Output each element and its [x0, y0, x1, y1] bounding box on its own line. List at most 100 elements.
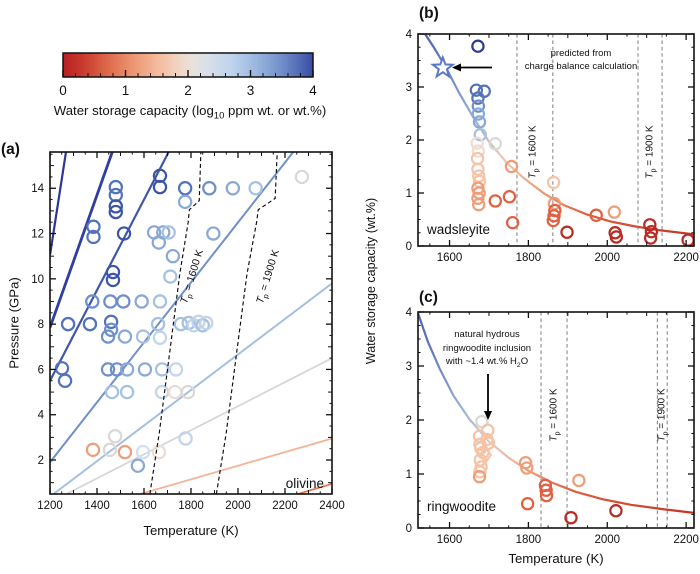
panel-b-label: (b) [419, 5, 439, 22]
x-tick-label: 1800 [516, 252, 542, 264]
data-point [472, 115, 487, 129]
data-point [472, 197, 486, 212]
panel-b: 1600 1800 2000 2200 0 1 2 3 4 [406, 29, 699, 264]
data-point [473, 127, 487, 142]
data-point [471, 144, 486, 158]
y-tick-label: 3 [406, 82, 412, 94]
data-point [100, 362, 116, 377]
data-point [119, 384, 135, 400]
data-point [108, 179, 124, 195]
y-tick-label: 0 [406, 523, 412, 535]
data-point [199, 315, 214, 331]
data-point [103, 322, 119, 337]
data-point [137, 362, 153, 377]
data-point [54, 361, 70, 376]
colorbar-tick-label: 3 [247, 83, 255, 98]
x-tick-label: 1200 [37, 500, 63, 512]
x-tick-label: 2000 [594, 534, 620, 546]
fit-curve [424, 34, 694, 236]
panel-b-tp1600-rest: = 1600 K [527, 125, 539, 169]
data-point [85, 442, 101, 458]
y-tick-label: 2 [406, 415, 412, 427]
data-point [470, 136, 484, 150]
data-point [100, 329, 116, 344]
y-tick-label: 2 [38, 455, 44, 467]
panel-b-annotation-line1: predicted from [550, 48, 612, 59]
y-tick-label: 8 [38, 319, 44, 331]
data-point [547, 209, 561, 223]
panel-c-annotation: natural hydrous ringwoodite inclusion wi… [408, 328, 566, 372]
panel-b-clipped [424, 34, 694, 246]
data-point [152, 294, 168, 309]
panel-c-clipped [418, 312, 694, 528]
contour-line [66, 357, 332, 494]
annotation-arrowhead [452, 63, 461, 72]
data-point [518, 455, 533, 470]
data-point [539, 488, 554, 503]
panel-c-tp1900-t: T [656, 435, 668, 442]
y-tick-label: 6 [38, 364, 44, 376]
mineral-label-olivine: olivine [285, 476, 324, 491]
y-tick-label: 3 [406, 361, 412, 373]
data-point [102, 442, 118, 458]
data-point [609, 230, 624, 244]
panel-a-xaxis-title: Temperature (K) [143, 523, 239, 538]
panel-c-annotation-line3-pre: with ~1.4 wt.% H [445, 356, 517, 367]
data-point [130, 458, 146, 473]
data-point [472, 470, 487, 484]
y-tick-label: 4 [38, 410, 45, 422]
panel-b-annotation: predicted from charge balance calculatio… [497, 47, 665, 73]
contour-line [50, 152, 68, 256]
data-point [471, 162, 485, 176]
data-point [177, 181, 193, 196]
x-tick-label: 1600 [437, 534, 463, 546]
y-tick-label: 14 [31, 183, 44, 195]
adiabat-dashed-line [215, 152, 278, 494]
data-point [206, 226, 221, 241]
data-point [105, 272, 121, 288]
data-point [161, 225, 176, 240]
data-point [57, 373, 73, 388]
colorbar-tick-label: 4 [309, 83, 317, 98]
data-point [564, 511, 578, 525]
panel-c-tp1900-sub: p [660, 431, 670, 436]
colorbar-caption-pre: Water storage capacity (log [53, 103, 214, 118]
data-point [116, 294, 131, 309]
data-point [105, 264, 121, 280]
data-point [104, 384, 120, 400]
data-point [471, 191, 485, 205]
panel-bc-yaxis-title: Water storage capacity (wt.%) [364, 197, 378, 365]
data-point [225, 181, 241, 196]
data-point [471, 39, 485, 53]
colorbar-caption: Water storage capacity (log10 ppm wt. or… [15, 103, 365, 122]
data-point [150, 316, 166, 332]
colorbar-caption-post: ppm wt. or wt.%) [224, 103, 327, 118]
x-tick-label: 2000 [594, 252, 620, 264]
colorbar-tick-label: 0 [59, 83, 67, 98]
data-point [572, 473, 586, 488]
contour-line [50, 152, 114, 328]
panel-c-label: (c) [419, 289, 438, 306]
panel-c-annotation-line2: ringwoodite inclusion [442, 342, 532, 354]
data-point [154, 362, 170, 377]
x-tick-label: 1800 [178, 500, 204, 512]
data-point [103, 294, 118, 309]
data-point [471, 107, 486, 121]
data-point [151, 444, 167, 460]
y-tick-label: 1 [406, 188, 412, 200]
data-point [202, 181, 217, 196]
panel-a-label: (a) [1, 141, 20, 158]
data-point [119, 362, 135, 377]
data-point [107, 429, 123, 444]
colorbar-caption-sub: 10 [213, 110, 225, 122]
panel-b-tp1600-sub: p [531, 168, 541, 173]
data-point [168, 362, 184, 377]
data-point [85, 294, 100, 309]
panel-c-annotation-line3-sub: 2 [516, 361, 521, 369]
data-point [165, 248, 181, 264]
data-point [154, 384, 170, 400]
panel-b-tp1900-sub: p [648, 168, 658, 173]
data-point [135, 329, 151, 344]
colorbar-tick-label: 2 [184, 83, 192, 98]
